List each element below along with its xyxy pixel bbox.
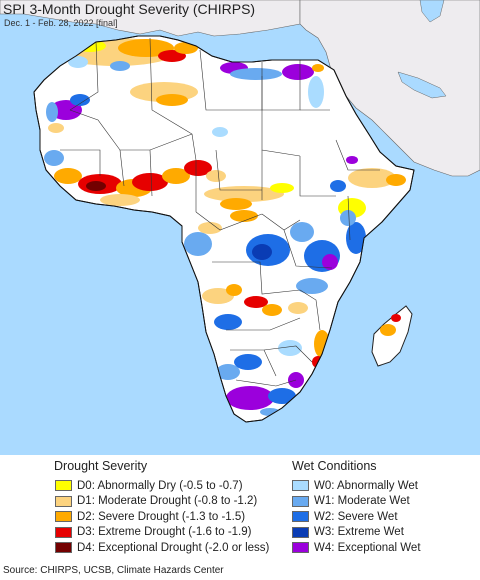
drought-map bbox=[0, 0, 480, 455]
legend-item-w3: W3: Extreme Wet bbox=[292, 525, 421, 541]
legend-item-d4: D4: Exceptional Drought (-2.0 or less) bbox=[55, 540, 269, 556]
legend-item-w0: W0: Abnormally Wet bbox=[292, 478, 421, 494]
legend-swatch bbox=[55, 495, 72, 507]
legend-swatch bbox=[55, 511, 72, 523]
legend-item-w1: W1: Moderate Wet bbox=[292, 494, 421, 510]
drought-legend-title: Drought Severity bbox=[54, 459, 148, 473]
legend-label: W3: Extreme Wet bbox=[314, 526, 404, 539]
wet-legend-title: Wet Conditions bbox=[292, 459, 377, 473]
legend-item-w4: W4: Exceptional Wet bbox=[292, 540, 421, 556]
legend-label: D1: Moderate Drought (-0.8 to -1.2) bbox=[77, 495, 258, 508]
drought-patches bbox=[44, 38, 406, 416]
map-title: SPI 3-Month Drought Severity (CHIRPS) bbox=[3, 1, 256, 17]
caspian-region bbox=[419, 0, 445, 23]
legend-label: W0: Abnormally Wet bbox=[314, 479, 418, 492]
title-block: SPI 3-Month Drought Severity (CHIRPS) De… bbox=[3, 0, 255, 29]
legend-label: W2: Severe Wet bbox=[314, 510, 398, 523]
wet-legend-list: W0: Abnormally Wet W1: Moderate Wet W2: … bbox=[292, 478, 421, 556]
legend-swatch bbox=[292, 511, 309, 523]
legend-item-d3: D3: Extreme Drought (-1.6 to -1.9) bbox=[55, 525, 269, 541]
legend-swatch bbox=[55, 480, 72, 492]
legend: Drought Severity D0: Abnormally Dry (-0.… bbox=[0, 456, 480, 566]
coastline bbox=[33, 35, 415, 423]
legend-label: W4: Exceptional Wet bbox=[314, 541, 421, 554]
madagascar bbox=[371, 305, 413, 367]
map-subtitle: Dec. 1 - Feb. 28, 2022 [final] bbox=[4, 18, 118, 28]
legend-swatch bbox=[292, 495, 309, 507]
source-note: Source: CHIRPS, UCSB, Climate Hazards Ce… bbox=[3, 565, 224, 576]
europe-landmass bbox=[0, 0, 301, 37]
persian-gulf bbox=[397, 71, 447, 99]
middle-east-landmass bbox=[299, 0, 480, 177]
legend-label: D3: Extreme Drought (-1.6 to -1.9) bbox=[77, 526, 252, 539]
legend-label: D0: Abnormally Dry (-0.5 to -0.7) bbox=[77, 479, 243, 492]
legend-swatch bbox=[292, 480, 309, 492]
drought-legend-list: D0: Abnormally Dry (-0.5 to -0.7) D1: Mo… bbox=[55, 478, 269, 556]
legend-item-w2: W2: Severe Wet bbox=[292, 509, 421, 525]
legend-swatch bbox=[55, 526, 72, 538]
madagascar-drought-patch-2 bbox=[391, 314, 401, 322]
legend-label: W1: Moderate Wet bbox=[314, 495, 410, 508]
legend-item-d0: D0: Abnormally Dry (-0.5 to -0.7) bbox=[55, 478, 269, 494]
legend-item-d2: D2: Severe Drought (-1.3 to -1.5) bbox=[55, 509, 269, 525]
legend-swatch bbox=[292, 526, 309, 538]
legend-label: D4: Exceptional Drought (-2.0 or less) bbox=[77, 541, 270, 554]
country-borders bbox=[60, 37, 380, 387]
legend-swatch bbox=[292, 542, 309, 554]
legend-item-d1: D1: Moderate Drought (-0.8 to -1.2) bbox=[55, 494, 269, 510]
legend-label: D2: Severe Drought (-1.3 to -1.5) bbox=[77, 510, 246, 523]
legend-swatch bbox=[55, 542, 72, 554]
madagascar-drought-patch bbox=[380, 324, 396, 336]
